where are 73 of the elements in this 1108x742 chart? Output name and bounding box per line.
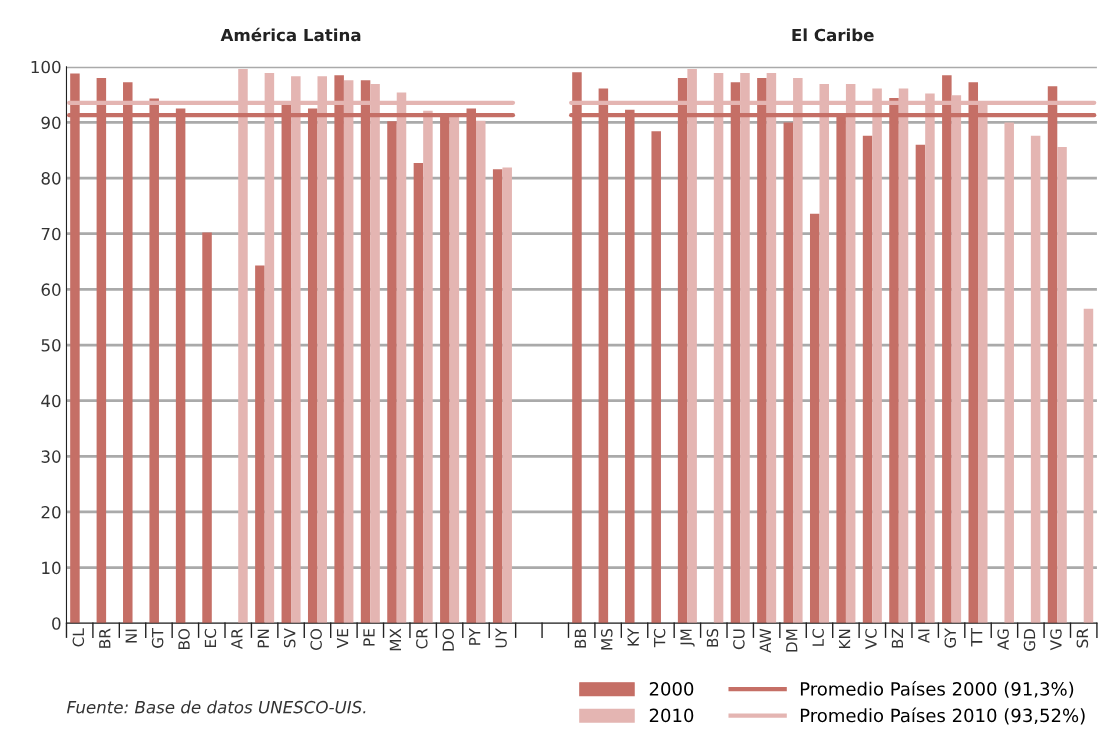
bar <box>202 232 212 624</box>
x-tick-label: AW <box>759 628 771 653</box>
x-tick-label: SV <box>283 628 296 648</box>
x-tick-label: NI <box>125 629 137 643</box>
x-tick-label: CU <box>733 629 745 650</box>
y-tick-label: 40 <box>41 394 61 408</box>
x-tick-label: EC <box>204 628 217 647</box>
bar <box>255 265 265 624</box>
x-tick-label: BR <box>99 628 111 648</box>
x-tick-label: JM <box>680 629 695 647</box>
bar <box>1057 146 1067 624</box>
text: América Latina <box>220 27 361 42</box>
x-tick-label: CO <box>310 629 322 650</box>
bar <box>449 115 460 624</box>
x-tick-label: TC <box>653 628 666 648</box>
x-tick-label: AI <box>918 629 930 643</box>
x-tick-label: LC <box>812 628 824 646</box>
y-tick-label: 100 <box>31 60 61 74</box>
y-tick-label: 60 <box>41 283 61 296</box>
x-tick-label: CL <box>72 628 85 647</box>
x-tick-label: CR <box>416 628 428 649</box>
x-tick-label: BS <box>706 628 719 647</box>
bar <box>502 167 512 624</box>
x-tick-label: GT <box>151 628 164 648</box>
x-tick-label: BZ <box>891 628 903 648</box>
y-tick-label: 20 <box>41 505 61 519</box>
x-tick-label: DO <box>442 629 455 651</box>
y-tick-label: 80 <box>41 172 61 185</box>
x-tick-label: MX <box>389 628 401 651</box>
bar <box>1004 122 1014 624</box>
x-tick-label: GD <box>1023 629 1036 651</box>
bar <box>413 163 424 624</box>
y-tick-label: 0 <box>52 617 61 630</box>
x-tick-label: SR <box>1076 628 1089 648</box>
x-tick-label: GY <box>944 628 957 648</box>
y-tick-label: 90 <box>41 116 61 129</box>
x-tick-label: AR <box>231 628 243 650</box>
x-tick-label: TT <box>971 628 983 647</box>
bar <box>915 144 926 624</box>
bar <box>862 135 873 624</box>
x-tick-label: BO <box>178 629 190 649</box>
x-tick-label: KN <box>838 629 851 649</box>
x-tick-label: VE <box>336 629 349 649</box>
x-tick-label: PE <box>363 629 375 646</box>
y-tick-label: 50 <box>41 338 61 352</box>
y-tick-label: 30 <box>41 450 61 463</box>
x-tick-label: PY <box>469 628 481 645</box>
bar <box>492 169 503 624</box>
x-tick-label: PN <box>257 629 269 648</box>
x-tick-label: BB <box>574 629 586 648</box>
x-tick-label: KY <box>627 628 639 646</box>
x-tick-label: VG <box>1050 629 1062 651</box>
legend-label: 2010 <box>649 708 694 723</box>
legend-label: 2000 <box>649 682 694 696</box>
y-tick-label: 10 <box>42 561 61 575</box>
bar <box>387 121 397 624</box>
x-tick-label: UY <box>495 628 507 648</box>
bar <box>809 213 820 624</box>
source-note: Fuente: Base de datos UNESCO-UIS. <box>66 700 366 714</box>
bar <box>1030 135 1041 624</box>
legend-label: Promedio Países 2000 (91,3%) <box>800 681 1074 698</box>
x-tick-label: AG <box>997 629 1009 651</box>
text: El Caribe <box>792 28 874 42</box>
bar <box>476 120 486 624</box>
bar <box>651 131 661 624</box>
bar <box>1083 308 1094 624</box>
x-tick-label: MS <box>601 628 613 650</box>
y-tick-label: 70 <box>41 227 61 241</box>
legend-label: Promedio Países 2010 (93,52%) <box>800 707 1085 725</box>
bar <box>783 122 794 624</box>
x-tick-label: VC <box>865 628 877 650</box>
x-tick-label: DM <box>786 629 798 652</box>
bar <box>423 110 433 624</box>
